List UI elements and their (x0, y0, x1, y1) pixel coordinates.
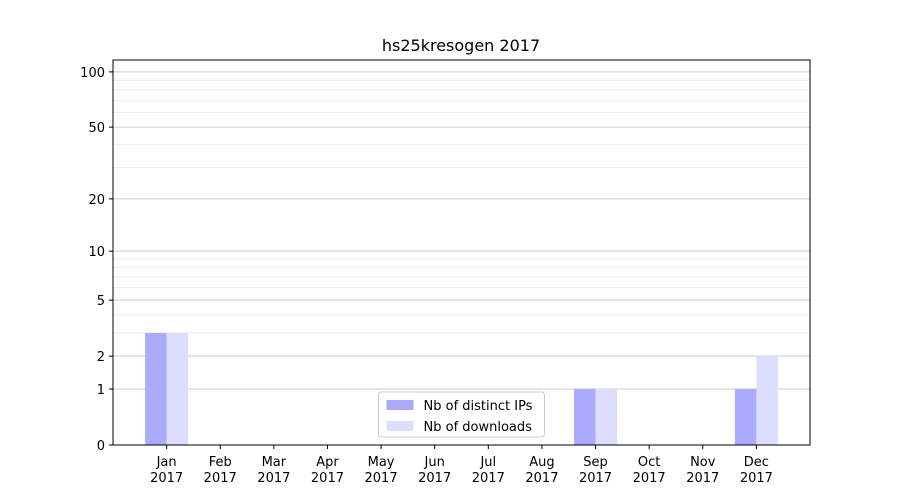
x-tick-label: Nov 2017 (686, 455, 719, 486)
bar (166, 332, 189, 445)
x-tick-label: Mar 2017 (257, 455, 290, 486)
bar (756, 356, 778, 445)
x-tick-label: Sep 2017 (579, 455, 612, 486)
bar (145, 332, 167, 445)
legend-label: Nb of distinct IPs (424, 399, 533, 414)
bar (734, 388, 757, 445)
x-tick-label: Jul 2017 (472, 455, 505, 486)
legend-swatch (386, 400, 414, 410)
y-tick-label: 100 (80, 66, 105, 81)
x-tick-label: Dec 2017 (740, 455, 773, 486)
y-tick-label: 10 (88, 245, 105, 260)
x-tick-label: Feb 2017 (204, 455, 237, 486)
legend: Nb of distinct IPs Nb of downloads (378, 391, 545, 438)
legend-box (378, 391, 545, 438)
x-tick-label: Apr 2017 (311, 455, 344, 486)
y-tick-label: 20 (88, 193, 105, 208)
x-tick-label: Oct 2017 (633, 455, 666, 486)
bar (595, 388, 618, 445)
y-tick-label: 1 (97, 383, 105, 398)
legend-label: Nb of downloads (424, 420, 533, 435)
x-tick-label: Aug 2017 (525, 455, 558, 486)
y-tick-label: 5 (97, 294, 105, 309)
chart-title: hs25kresogen 2017 (382, 36, 540, 55)
y-tick-label: 2 (97, 350, 105, 365)
plot-frame (112, 59, 811, 446)
y-tick-label: 0 (97, 439, 105, 454)
legend-swatch (386, 421, 414, 431)
y-tick-label: 50 (88, 121, 105, 136)
x-tick-label: May 2017 (365, 455, 398, 486)
x-tick-label: Jun 2017 (418, 455, 451, 486)
bar (574, 388, 596, 445)
x-tick-label: Jan 2017 (150, 455, 183, 486)
